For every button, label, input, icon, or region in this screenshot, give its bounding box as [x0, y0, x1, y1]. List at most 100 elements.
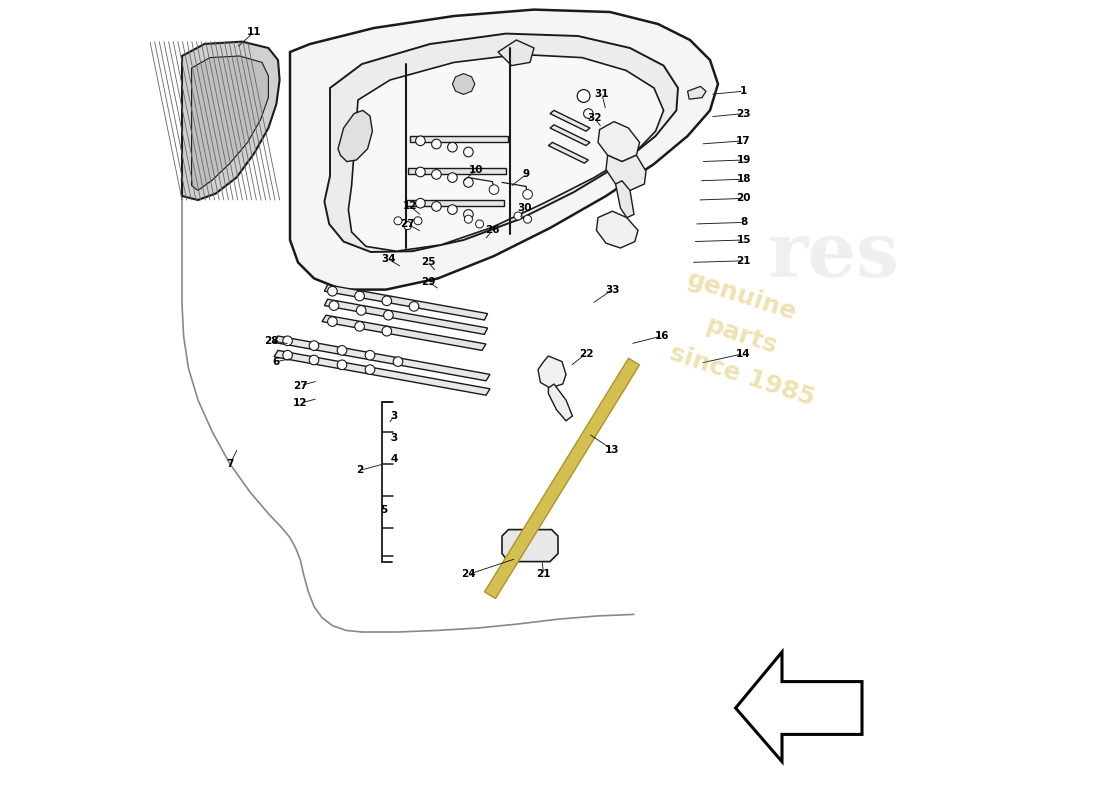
- Text: 10: 10: [469, 165, 484, 174]
- Circle shape: [475, 220, 484, 228]
- Polygon shape: [538, 356, 566, 388]
- Circle shape: [309, 341, 319, 350]
- Circle shape: [328, 286, 338, 296]
- Circle shape: [464, 215, 472, 223]
- Text: 27: 27: [400, 219, 415, 229]
- Text: 21: 21: [736, 256, 751, 266]
- Text: 19: 19: [736, 155, 751, 165]
- Text: 24: 24: [461, 570, 475, 579]
- Circle shape: [431, 202, 441, 211]
- Text: 31: 31: [595, 90, 609, 99]
- Polygon shape: [324, 34, 678, 252]
- Circle shape: [329, 301, 339, 310]
- Text: genuine: genuine: [684, 267, 800, 325]
- Circle shape: [355, 291, 364, 301]
- Circle shape: [524, 215, 531, 223]
- Circle shape: [448, 142, 458, 152]
- Polygon shape: [324, 285, 487, 320]
- Circle shape: [431, 139, 441, 149]
- Text: 33: 33: [605, 285, 619, 294]
- Circle shape: [448, 173, 458, 182]
- Text: 9: 9: [522, 170, 529, 179]
- Circle shape: [394, 217, 402, 225]
- Text: res: res: [768, 219, 900, 293]
- Circle shape: [404, 222, 411, 230]
- Text: 28: 28: [264, 336, 279, 346]
- Text: 12: 12: [293, 398, 308, 408]
- Text: 30: 30: [517, 203, 531, 213]
- Circle shape: [309, 355, 319, 365]
- Polygon shape: [550, 125, 590, 146]
- Circle shape: [463, 147, 473, 157]
- Polygon shape: [322, 315, 486, 350]
- Text: 16: 16: [654, 331, 669, 341]
- Circle shape: [356, 306, 366, 315]
- Polygon shape: [338, 110, 373, 162]
- Polygon shape: [406, 200, 505, 206]
- Polygon shape: [688, 86, 706, 99]
- Circle shape: [416, 136, 426, 146]
- Circle shape: [382, 296, 392, 306]
- Circle shape: [355, 322, 364, 331]
- Circle shape: [416, 167, 426, 177]
- Text: 22: 22: [579, 349, 593, 358]
- Polygon shape: [606, 155, 646, 190]
- Text: 3: 3: [390, 434, 397, 443]
- Text: since 1985: since 1985: [667, 341, 817, 411]
- Circle shape: [584, 109, 593, 118]
- Circle shape: [382, 326, 392, 336]
- Polygon shape: [274, 336, 490, 381]
- Text: 14: 14: [736, 349, 751, 358]
- Polygon shape: [452, 74, 475, 94]
- Polygon shape: [485, 358, 639, 598]
- Text: 21: 21: [537, 570, 551, 579]
- Text: 23: 23: [736, 109, 751, 118]
- Text: 5: 5: [379, 506, 387, 515]
- Text: 20: 20: [736, 194, 751, 203]
- Text: 7: 7: [227, 459, 233, 469]
- Polygon shape: [290, 10, 718, 290]
- Polygon shape: [596, 211, 638, 248]
- Text: 34: 34: [381, 254, 396, 264]
- Polygon shape: [550, 110, 590, 131]
- Circle shape: [393, 357, 403, 366]
- Text: 8: 8: [740, 218, 747, 227]
- Polygon shape: [736, 652, 862, 762]
- Circle shape: [578, 90, 590, 102]
- Circle shape: [283, 336, 293, 346]
- Polygon shape: [502, 530, 558, 562]
- Text: 29: 29: [421, 277, 436, 286]
- Text: 2: 2: [356, 466, 363, 475]
- Polygon shape: [408, 168, 506, 174]
- Circle shape: [490, 185, 498, 194]
- Polygon shape: [549, 142, 588, 163]
- Polygon shape: [182, 42, 279, 200]
- Text: 32: 32: [587, 114, 602, 123]
- Text: 25: 25: [421, 258, 436, 267]
- Text: 17: 17: [736, 136, 751, 146]
- Polygon shape: [274, 350, 490, 395]
- Text: 4: 4: [390, 454, 398, 464]
- Circle shape: [328, 317, 338, 326]
- Polygon shape: [324, 299, 487, 334]
- Polygon shape: [616, 181, 634, 218]
- Text: 3: 3: [390, 411, 397, 421]
- Text: 11: 11: [246, 27, 262, 37]
- Text: 13: 13: [605, 445, 619, 454]
- Polygon shape: [410, 136, 508, 142]
- Polygon shape: [549, 384, 572, 421]
- Circle shape: [522, 190, 532, 199]
- Circle shape: [514, 212, 522, 220]
- Circle shape: [338, 360, 346, 370]
- Circle shape: [338, 346, 346, 355]
- Circle shape: [448, 205, 458, 214]
- Text: parts: parts: [703, 313, 781, 359]
- Circle shape: [409, 302, 419, 311]
- Circle shape: [414, 217, 422, 225]
- Polygon shape: [349, 54, 663, 251]
- Circle shape: [463, 210, 473, 219]
- Polygon shape: [498, 40, 534, 66]
- Circle shape: [365, 365, 375, 374]
- Text: 27: 27: [293, 381, 308, 390]
- Text: 15: 15: [736, 235, 751, 245]
